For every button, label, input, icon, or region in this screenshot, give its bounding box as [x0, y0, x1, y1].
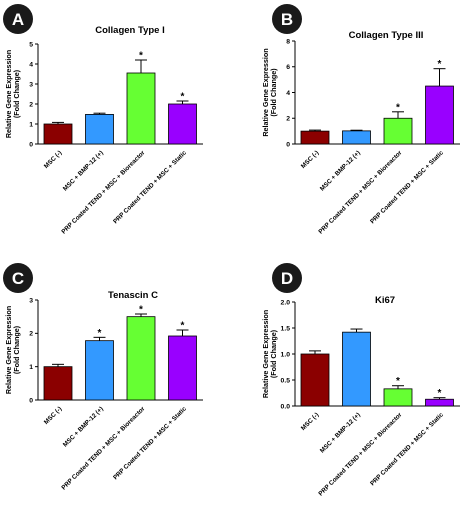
y-tick-label: 1 [29, 121, 33, 128]
significance-marker: * [139, 305, 143, 316]
significance-marker: * [396, 102, 400, 113]
chart-title: Collagen Type III [349, 30, 424, 41]
category-label: PRP Coated TEND + MSC + Static [369, 149, 445, 225]
y-axis-label: (Fold Change) [269, 329, 278, 378]
panel-d: D Ki67 Relative Gene Expression (Fold Chang… [261, 263, 460, 497]
panel-letter-badge [272, 263, 302, 293]
bar [383, 388, 413, 407]
panel-letter-badge [3, 263, 33, 293]
y-tick-label: 0 [29, 397, 33, 404]
bar [85, 114, 114, 145]
category-label: MSC + BMP-12 (+) [319, 149, 362, 192]
bar [342, 130, 371, 145]
category-label: MSC (-) [43, 405, 64, 426]
y-tick-label: 2 [286, 116, 290, 123]
y-tick-label: 3 [29, 297, 33, 304]
category-label: PRP Coated TEND + MSC + Bioreactor [60, 149, 146, 235]
significance-marker: * [438, 388, 442, 399]
y-tick-label: 0 [29, 141, 33, 148]
panel-letter-badge [272, 4, 302, 34]
bar [383, 117, 413, 145]
y-tick-label: 2.0 [281, 299, 291, 306]
bar [126, 316, 156, 401]
y-axis-label: (Fold Change) [12, 69, 21, 118]
y-tick-label: 0.0 [281, 403, 291, 410]
category-label: PRP Coated TEND + MSC + Static [369, 411, 445, 487]
panel-letter: D [281, 269, 293, 288]
category-label: PRP Coated TEND + MSC + Bioreactor [317, 149, 403, 235]
significance-marker: * [438, 59, 442, 70]
bar [43, 123, 73, 145]
bar [168, 335, 197, 401]
bar [300, 353, 330, 407]
y-tick-label: 2 [29, 101, 33, 108]
panel-b: B Collagen Type III Relative Gene Expressi… [261, 4, 460, 235]
chart-title: Ki67 [375, 295, 395, 306]
bar [126, 72, 156, 145]
chart-title: Tenascin C [108, 290, 158, 301]
panel-letter: A [12, 10, 24, 29]
significance-marker: * [181, 321, 185, 332]
y-tick-label: 3 [29, 81, 33, 88]
y-axis-label: Relative Gene Expression [261, 310, 270, 398]
y-axis-label: (Fold Change) [12, 325, 21, 374]
category-label: PRP Coated TEND + MSC + Static [112, 149, 188, 225]
y-tick-label: 5 [29, 41, 33, 48]
y-tick-label: 4 [286, 90, 290, 97]
category-label: PRP Coated TEND + MSC + Bioreactor [60, 405, 146, 491]
bar [300, 130, 330, 145]
category-label: MSC + BMP-12 (+) [62, 149, 105, 192]
bar [425, 85, 454, 145]
significance-marker: * [98, 328, 102, 339]
significance-marker: * [181, 92, 185, 103]
panel-c: C Tenascin C Relative Gene Expression (Fold… [3, 263, 203, 491]
y-tick-label: 1.5 [281, 325, 291, 332]
bar [425, 398, 454, 407]
category-label: MSC (-) [300, 411, 321, 432]
y-tick-label: 0.5 [281, 377, 291, 384]
panel-letter: B [281, 10, 293, 29]
bar [85, 340, 114, 401]
bar [168, 103, 197, 145]
category-label: MSC + BMP-12 (+) [319, 411, 362, 454]
y-axis-label: Relative Gene Expression [4, 50, 13, 138]
panel-a: A Collagen Type I Relative Gene Expression… [3, 4, 203, 235]
y-tick-label: 1.0 [281, 351, 291, 358]
y-tick-label: 1 [29, 364, 33, 371]
y-axis-label: Relative Gene Expression [4, 306, 13, 394]
y-tick-label: 6 [286, 64, 290, 71]
y-tick-label: 8 [286, 38, 290, 45]
y-tick-label: 0 [286, 141, 290, 148]
category-label: PRP Coated TEND + MSC + Bioreactor [317, 411, 403, 497]
y-axis-label: Relative Gene Expression [261, 48, 270, 136]
significance-marker: * [139, 51, 143, 62]
category-label: MSC (-) [43, 149, 64, 170]
y-tick-label: 2 [29, 331, 33, 338]
y-tick-label: 4 [29, 61, 33, 68]
y-axis-label: (Fold Change) [269, 68, 278, 117]
category-label: MSC (-) [300, 149, 321, 170]
bar [342, 331, 371, 407]
significance-marker: * [396, 376, 400, 387]
category-label: MSC + BMP-12 (+) [62, 405, 105, 448]
bar [43, 366, 73, 401]
panel-letter-badge [3, 4, 33, 34]
panel-letter: C [12, 269, 24, 288]
category-label: PRP Coated TEND + MSC + Static [112, 405, 188, 481]
chart-title: Collagen Type I [95, 25, 165, 36]
